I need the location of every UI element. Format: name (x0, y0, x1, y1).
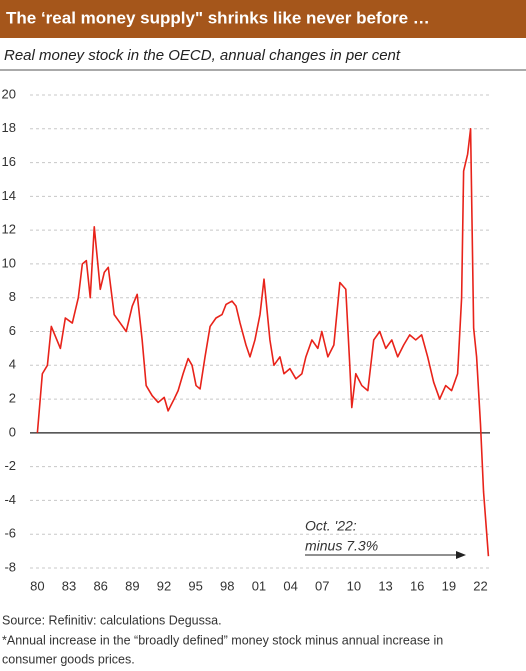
y-tick-label: 10 (2, 255, 16, 270)
x-tick-label: 07 (315, 578, 329, 593)
annotation: Oct. '22: (305, 518, 357, 534)
y-tick-label: -6 (4, 526, 16, 541)
chart-title: The ‘real money supply" shrinks like nev… (6, 8, 430, 27)
y-tick-label: 2 (9, 391, 16, 406)
y-tick-label: 18 (2, 120, 16, 135)
y-tick-label: 14 (2, 188, 16, 203)
title-bar (0, 0, 526, 38)
x-tick-label: 10 (347, 578, 361, 593)
x-tick-label: 89 (125, 578, 139, 593)
y-tick-label: 6 (9, 323, 16, 338)
x-tick-label: 16 (410, 578, 424, 593)
footnote: consumer goods prices. (2, 652, 135, 666)
y-tick-label: -2 (4, 458, 16, 473)
x-tick-label: 19 (442, 578, 456, 593)
x-tick-label: 04 (283, 578, 297, 593)
y-tick-label: -8 (4, 559, 16, 574)
x-tick-label: 83 (62, 578, 76, 593)
x-tick-label: 98 (220, 578, 234, 593)
y-tick-label: 12 (2, 222, 16, 237)
x-tick-label: 22 (473, 578, 487, 593)
data-line (36, 127, 490, 557)
y-tick-label: -4 (4, 492, 16, 507)
y-tick-label: 4 (9, 357, 16, 372)
x-tick-label: 86 (93, 578, 107, 593)
chart-subtitle: Real money stock in the OECD, annual cha… (4, 47, 401, 64)
x-tick-label: 01 (252, 578, 266, 593)
y-tick-label: 8 (9, 289, 16, 304)
y-tick-label: 16 (2, 154, 16, 169)
y-tick-label: 20 (2, 86, 16, 101)
x-tick-label: 13 (378, 578, 392, 593)
source: Source: Refinitiv: calculations Degussa. (2, 613, 222, 627)
annotation: minus 7.3% (305, 538, 378, 554)
x-tick-label: 92 (157, 578, 171, 593)
x-tick-label: 80 (30, 578, 44, 593)
arrow-head (456, 551, 466, 559)
x-tick-label: 95 (188, 578, 202, 593)
footnote: *Annual increase in the “broadly defined… (2, 633, 443, 647)
y-tick-label: 0 (9, 424, 16, 439)
